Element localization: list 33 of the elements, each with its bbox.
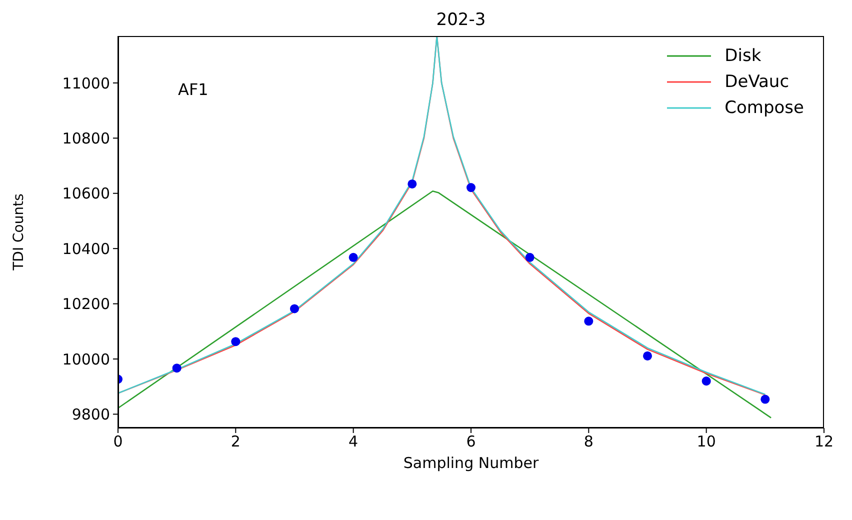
y-tick-label: 10600 [62,184,110,203]
point [584,316,594,326]
y-tick-label: 11000 [62,74,110,92]
y-tick-label: 10000 [62,350,110,368]
legend-label: DeVauc [724,72,790,92]
x-tick-label: 12 [814,432,834,451]
point [172,364,182,373]
point [702,376,711,386]
x-axis-title: Sampling Number [403,454,540,472]
point [466,183,476,192]
y-tick-label: 10800 [62,129,110,148]
point [525,252,534,262]
x-tick-label: 10 [696,432,716,451]
point [348,252,358,262]
y-tick-label: 10400 [62,240,110,258]
y-tick-label: 10200 [62,295,110,314]
x-tick-label: 8 [584,432,594,451]
legend-label: Compose [724,98,804,118]
point [760,394,770,404]
line-series [118,190,772,418]
legend-label: Disk [724,46,762,66]
point [408,179,417,188]
x-tick-label: 0 [113,432,123,451]
x-tick-label: 4 [348,432,358,451]
point [231,337,240,346]
chart-title: 202-3 [435,10,487,30]
y-tick-label: 9800 [72,406,110,424]
y-axis-title: TDI Counts [10,194,27,272]
point [642,351,652,360]
point [290,304,300,314]
x-tick-label: 2 [230,432,240,451]
x-tick-label: 6 [466,432,476,451]
annotation: AF1 [178,80,208,99]
